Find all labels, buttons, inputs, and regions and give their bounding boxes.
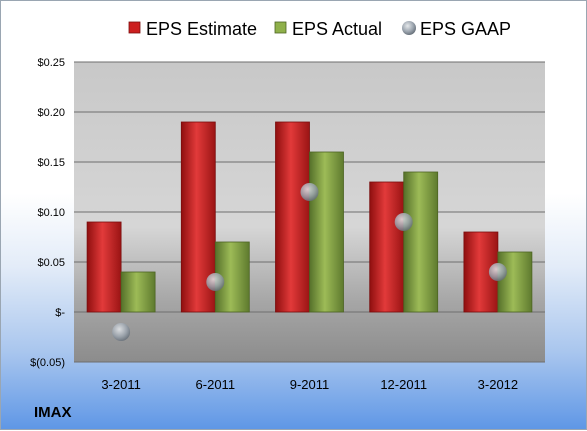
- legend: EPS Estimate EPS Actual EPS GAAP: [128, 19, 511, 39]
- eps-gaap-marker: [206, 273, 225, 291]
- eps-estimate-bar: [86, 221, 122, 313]
- bars: [86, 121, 533, 313]
- eps-gaap-marker: [488, 263, 507, 281]
- legend-estimate-swatch: [128, 21, 141, 34]
- y-tick-label: $0.05: [37, 257, 65, 269]
- eps-estimate-bar: [275, 121, 310, 313]
- y-tick-label: $-: [55, 307, 65, 319]
- gaap-markers: [112, 183, 507, 341]
- y-tick-label: $0.10: [37, 207, 65, 219]
- eps-gaap-marker: [394, 213, 413, 231]
- y-axis: $0.25 $0.20 $0.15 $0.10 $0.05 $- $(0.05): [30, 57, 65, 369]
- eps-gaap-marker: [300, 183, 319, 201]
- x-tick-label: 12-2011: [380, 377, 427, 392]
- y-tick-label: $(0.05): [30, 357, 65, 369]
- x-tick-label: 3-2012: [478, 377, 518, 392]
- x-tick-label: 3-2011: [101, 377, 141, 392]
- ticker-label: IMAX: [34, 404, 72, 421]
- legend-actual: EPS Actual: [274, 19, 382, 39]
- x-tick-label: 6-2011: [196, 377, 236, 392]
- eps-actual-bar: [403, 171, 439, 313]
- y-tick-label: $0.15: [37, 157, 65, 169]
- legend-gaap-label: EPS GAAP: [420, 19, 511, 39]
- legend-gaap: EPS GAAP: [402, 19, 511, 39]
- legend-estimate: EPS Estimate: [128, 19, 257, 39]
- eps-actual-bar: [120, 271, 156, 313]
- x-tick-label: 9-2011: [290, 377, 330, 392]
- eps-actual-bar: [497, 251, 533, 313]
- eps-estimate-bar: [369, 181, 405, 313]
- legend-estimate-label: EPS Estimate: [146, 19, 257, 39]
- y-tick-label: $0.20: [37, 107, 65, 119]
- y-tick-label: $0.25: [37, 57, 65, 69]
- legend-actual-swatch: [274, 21, 287, 34]
- legend-gaap-swatch: [402, 21, 416, 35]
- legend-actual-label: EPS Actual: [292, 19, 382, 39]
- eps-gaap-marker: [112, 323, 131, 341]
- eps-actual-bar: [309, 151, 344, 313]
- x-axis: 3-2011 6-2011 9-2011 12-2011 3-2012: [101, 377, 518, 392]
